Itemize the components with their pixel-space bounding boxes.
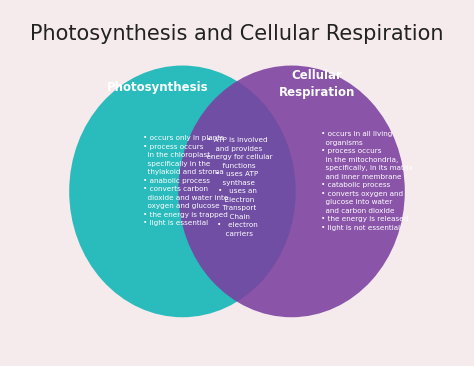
Text: Photosynthesis and Cellular Respiration: Photosynthesis and Cellular Respiration: [30, 24, 444, 44]
Text: • occurs only in plants
• process occurs
  in the chloroplast,
  specifically in: • occurs only in plants • process occurs…: [143, 135, 228, 227]
Ellipse shape: [69, 66, 296, 317]
Text: • occurs in all living
  organisms
• process occurs
  in the mitochondria,
  spe: • occurs in all living organisms • proce…: [321, 131, 413, 231]
Ellipse shape: [178, 66, 405, 317]
Text: Cellular
Respiration: Cellular Respiration: [279, 70, 355, 100]
Text: Photosynthesis: Photosynthesis: [107, 81, 208, 94]
Text: • ATP is involved
  and provides
  energy for cellular
  functions
•   uses ATP
: • ATP is involved and provides energy fo…: [202, 138, 272, 237]
